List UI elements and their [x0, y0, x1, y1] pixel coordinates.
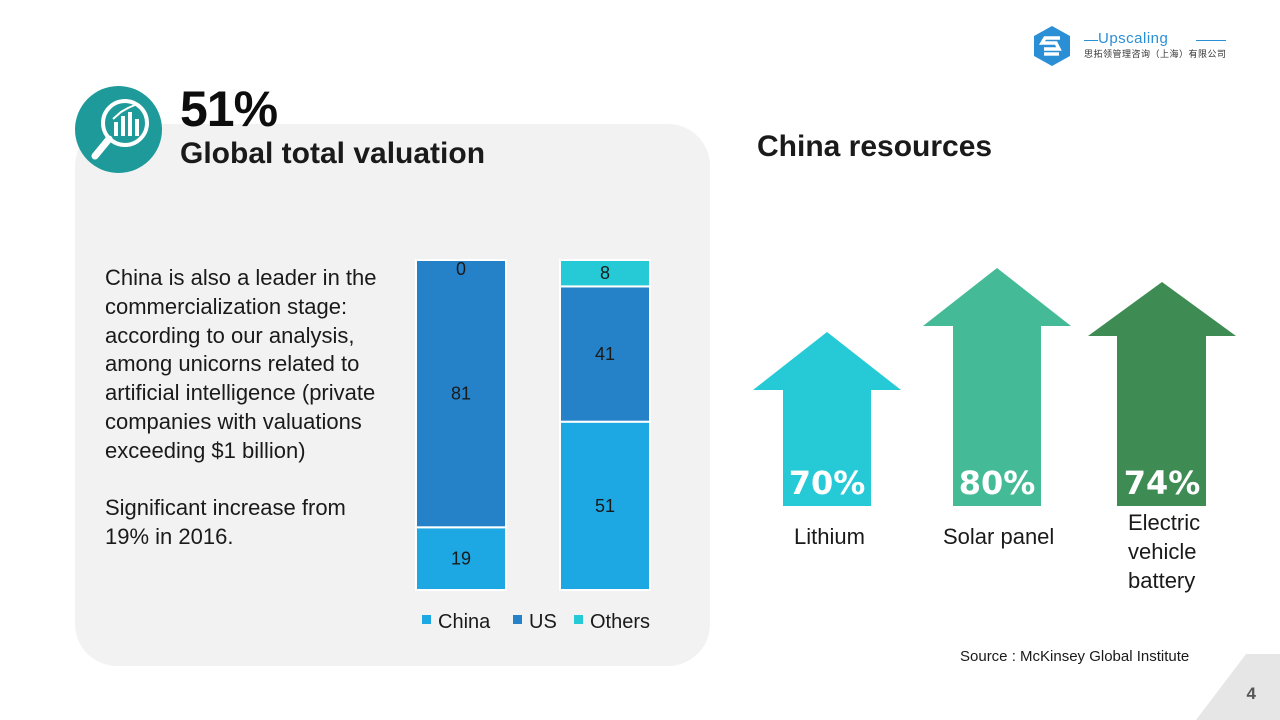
arrow-ev-battery: 74%: [1088, 282, 1236, 506]
logo-line-left: [1084, 40, 1098, 41]
magnifier-chart-icon: [75, 86, 162, 173]
bar-segment-us: [559, 285, 651, 423]
bar-segment-china: [415, 526, 507, 591]
label-ev-battery: Electric vehicle battery: [1128, 510, 1201, 593]
global-valuation-value: 51%: [180, 81, 278, 137]
resources-title: China resources: [757, 130, 993, 163]
value-solar-panel: 80%: [959, 464, 1036, 502]
bar-data-label: 8: [600, 263, 610, 283]
label-lithium: Lithium: [794, 524, 865, 549]
legend-swatch-china: [422, 615, 431, 624]
bar-segment-others: [559, 259, 651, 288]
page-corner: [1196, 654, 1280, 720]
bar-data-label: 0: [456, 259, 466, 279]
resource-arrows: 70% 80% 74%: [753, 268, 1236, 506]
upscaling-logo: [1034, 26, 1070, 66]
stacked-bar-chart: 19 81 0 51 41 8 China US Others: [415, 259, 651, 633]
increase-paragraph: Significant increase from 19% in 2016.: [105, 495, 346, 550]
source-note: Source : McKinsey Global Institute: [960, 648, 1190, 665]
legend-swatch-others: [574, 615, 583, 624]
legend-swatch-us: [513, 615, 522, 624]
value-ev-battery: 74%: [1124, 464, 1201, 502]
bar-segment-china: [559, 420, 651, 591]
label-solar-panel: Solar panel: [943, 524, 1055, 549]
bar-data-label: 19: [451, 549, 471, 569]
logo-subtitle: 思拓领管理咨询（上海）有限公司: [1084, 49, 1227, 59]
arrow-solar-panel: 80%: [923, 268, 1071, 506]
description-paragraph: China is also a leader in the commercial…: [105, 265, 377, 463]
logo-line-right: [1196, 40, 1226, 41]
logo-name: Upscaling: [1098, 30, 1169, 47]
description-text: China is also a leader in the commercial…: [105, 264, 395, 552]
legend-label-china: China: [438, 611, 491, 633]
bar-data-label: 81: [451, 384, 471, 404]
legend-label-others: Others: [590, 611, 650, 633]
page-number: 4: [1246, 684, 1256, 703]
panel-title: Global total valuation: [180, 137, 486, 170]
value-lithium: 70%: [789, 464, 866, 502]
bar-segment-us: [415, 259, 507, 529]
arrow-lithium: 70%: [753, 332, 901, 506]
bar-data-label: 51: [595, 496, 615, 516]
bar-data-label: 41: [595, 344, 615, 364]
legend-label-us: US: [529, 611, 557, 633]
